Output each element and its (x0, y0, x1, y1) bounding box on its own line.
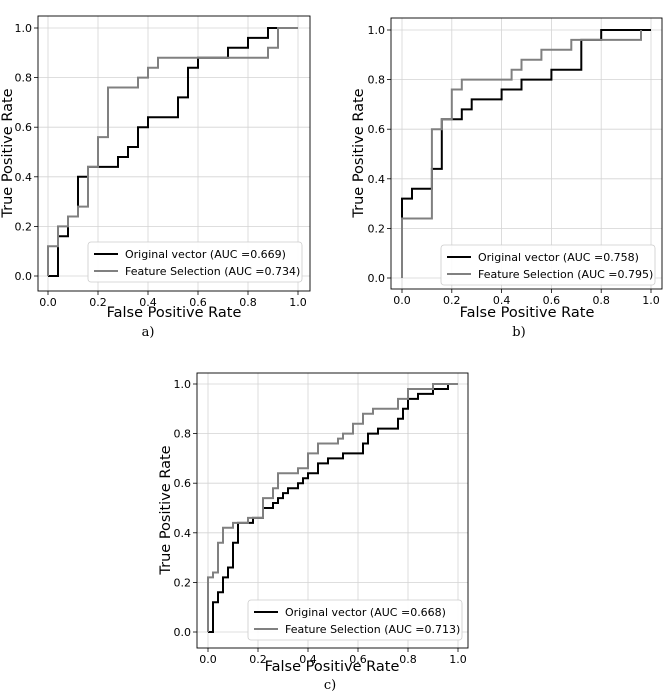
x-axis-label: False Positive Rate (265, 659, 400, 675)
panel-caption: b) (512, 325, 525, 340)
legend-entry: Original vector (AUC =0.668) (285, 606, 446, 619)
y-tick-label: 1.0 (368, 24, 386, 37)
panel-caption: c) (324, 678, 336, 692)
legend-entry: Feature Selection (AUC =0.734) (125, 265, 300, 278)
x-tick-label: 0.8 (592, 294, 610, 307)
legend-entry: Feature Selection (AUC =0.713) (285, 623, 460, 636)
y-tick-label: 0.0 (15, 270, 33, 283)
x-tick-label: 0.4 (493, 294, 511, 307)
x-tick-label: 0.2 (249, 653, 267, 666)
x-tick-label: 0.6 (189, 296, 207, 309)
x-tick-label: 0.6 (543, 294, 561, 307)
y-tick-label: 0.6 (15, 121, 33, 134)
series-original-vector (48, 27, 298, 277)
y-tick-label: 0.6 (368, 123, 386, 136)
y-tick-label: 0.8 (174, 428, 192, 441)
legend: Original vector (AUC =0.669) Feature Sele… (87, 241, 303, 283)
y-tick-label: 1.0 (174, 378, 192, 391)
x-axis-label: False Positive Rate (460, 305, 595, 321)
y-axis-label: True Positive Rate (158, 445, 174, 575)
axes-frame (196, 372, 469, 649)
y-axis-label: True Positive Rate (0, 88, 16, 218)
x-tick-label: 0.0 (39, 296, 57, 309)
panel-caption: a) (142, 325, 155, 340)
series-feature-selection (401, 30, 642, 278)
legend-box (87, 241, 303, 283)
axes-frame (390, 17, 663, 290)
x-tick-label: 0.6 (349, 653, 367, 666)
y-tick-label: 0.4 (174, 527, 192, 540)
y-tick-label: 0.0 (368, 272, 386, 285)
x-tick-label: 0.8 (239, 296, 257, 309)
series-feature-selection (207, 383, 458, 632)
y-tick-label: 0.8 (15, 72, 33, 85)
y-axis-label: True Positive Rate (351, 88, 367, 218)
series-original-vector (401, 29, 651, 278)
x-tick-label: 0.0 (199, 653, 217, 666)
y-tick-label: 0.4 (368, 173, 386, 186)
series-original-vector (208, 383, 458, 633)
legend-entry: Feature Selection (AUC =0.795) (478, 268, 653, 281)
x-tick-label: 0.4 (139, 296, 157, 309)
y-tick-label: 0.8 (368, 74, 386, 87)
legend: Original vector (AUC =0.668) Feature Sele… (247, 599, 463, 641)
y-tick-label: 1.0 (15, 22, 33, 35)
x-tick-label: 0.8 (399, 653, 417, 666)
x-axis-label: False Positive Rate (107, 305, 242, 321)
x-tick-label: 0.2 (443, 294, 461, 307)
y-tick-label: 0.0 (174, 626, 192, 639)
axes-frame (37, 15, 311, 292)
series-feature-selection (47, 27, 298, 276)
y-tick-label: 0.4 (15, 171, 33, 184)
roc-panel-a: 0.0 0.0 0.2 0.2 0.4 0.4 0.6 0.6 0.8 0.8 1.0 1.0 Fals… (0, 15, 311, 340)
y-tick-label: 0.6 (174, 477, 192, 490)
x-tick-label: 1.0 (449, 653, 467, 666)
legend: Original vector (AUC =0.758) Feature Sele… (440, 244, 656, 286)
x-tick-label: 0.2 (89, 296, 107, 309)
y-tick-label: 0.2 (15, 220, 33, 233)
x-tick-label: 1.0 (289, 296, 307, 309)
roc-panel-c: 0.0 0.0 0.2 0.2 0.4 0.4 0.6 0.6 0.8 0.8 1.0 1.0 Fals… (158, 372, 469, 692)
x-tick-label: 1.0 (642, 294, 660, 307)
x-tick-label: 0.4 (299, 653, 317, 666)
y-tick-label: 0.2 (368, 222, 386, 235)
legend-entry: Original vector (AUC =0.758) (478, 251, 639, 264)
legend-box (247, 599, 463, 641)
roc-panel-b: 0.0 0.0 0.2 0.2 0.4 0.4 0.6 0.6 0.8 0.8 1.0 1.0 Fals… (351, 17, 663, 340)
legend-entry: Original vector (AUC =0.669) (125, 248, 286, 261)
y-tick-label: 0.2 (174, 576, 192, 589)
x-tick-label: 0.0 (393, 294, 411, 307)
legend-box (440, 244, 656, 286)
